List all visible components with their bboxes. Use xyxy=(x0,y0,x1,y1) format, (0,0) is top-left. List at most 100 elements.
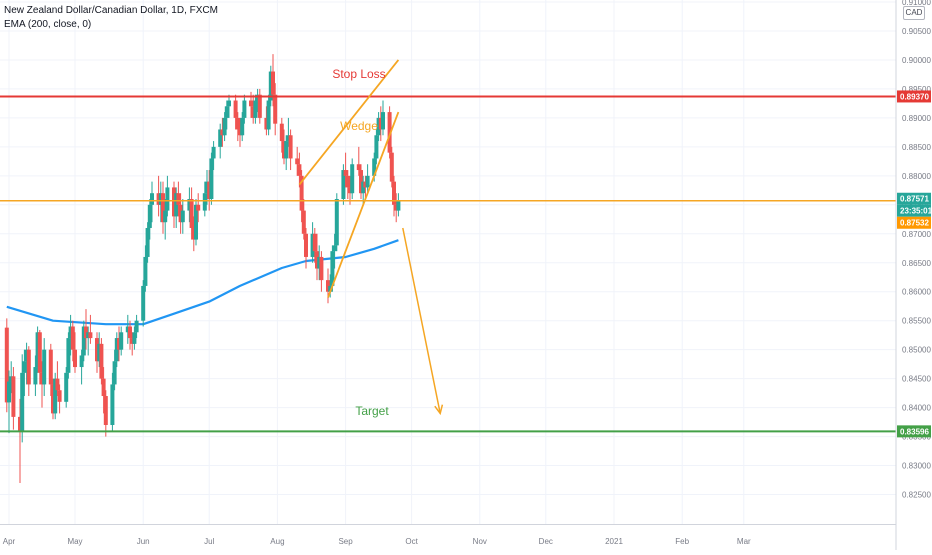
candle xyxy=(378,106,383,142)
arrowhead-icon xyxy=(434,404,444,416)
candle-body xyxy=(112,361,117,385)
candle xyxy=(95,332,99,373)
candle xyxy=(117,326,121,362)
candle xyxy=(119,326,124,356)
candle xyxy=(55,361,60,397)
candle-body xyxy=(317,256,322,269)
candle-body xyxy=(253,100,258,118)
currency-badge[interactable]: CAD xyxy=(903,6,925,20)
candle xyxy=(317,245,322,281)
candle xyxy=(22,349,27,397)
candle-body xyxy=(361,181,366,194)
candle xyxy=(147,199,152,240)
candle xyxy=(33,355,38,397)
stop-loss-label: Stop Loss xyxy=(332,67,385,81)
candle xyxy=(110,372,115,431)
candle xyxy=(253,94,258,124)
candle-body xyxy=(266,100,271,130)
candle xyxy=(207,170,212,211)
candle xyxy=(114,332,119,368)
candle xyxy=(51,378,55,420)
candle xyxy=(178,193,183,234)
wedge-trendline[interactable] xyxy=(298,59,400,186)
candle-body xyxy=(99,343,104,379)
candle-body xyxy=(326,280,330,292)
candle-body xyxy=(220,129,225,136)
candle xyxy=(295,146,300,176)
candle xyxy=(35,326,40,373)
candle xyxy=(125,314,130,344)
candle-body xyxy=(330,251,335,286)
candle xyxy=(282,129,286,165)
candle-body xyxy=(119,332,124,350)
candle-body xyxy=(257,94,262,118)
candle-body xyxy=(130,338,135,344)
candle-body xyxy=(110,384,115,425)
horizontal-lines[interactable] xyxy=(0,95,896,433)
candle-body xyxy=(319,256,324,281)
candle-body xyxy=(286,135,291,142)
candle-body xyxy=(84,326,88,339)
candle xyxy=(361,175,366,205)
candle-body xyxy=(207,181,212,200)
candle xyxy=(266,94,271,136)
y-tick-label: 0.84500 xyxy=(902,375,931,384)
price-axis[interactable]: 0.825000.830000.835000.840000.845000.850… xyxy=(895,0,931,550)
candle-body xyxy=(209,158,214,200)
candle-body xyxy=(134,320,139,333)
candle-body xyxy=(279,123,284,142)
candle xyxy=(180,199,185,234)
candle xyxy=(286,117,291,147)
candle-body xyxy=(222,117,227,136)
indicator-legend[interactable]: EMA (200, close, 0) xyxy=(4,19,92,30)
candle-body xyxy=(79,355,84,368)
candle-body xyxy=(396,200,401,211)
candle-body xyxy=(189,199,194,228)
candle-body xyxy=(304,233,308,257)
candle xyxy=(392,175,396,217)
candle-body xyxy=(389,152,394,182)
candle-body xyxy=(180,210,185,223)
candle-body xyxy=(20,372,25,431)
candle xyxy=(165,175,170,217)
candle xyxy=(374,129,379,165)
x-tick-label: Feb xyxy=(675,537,689,546)
countdown-tag-text: 23:35:01 xyxy=(900,207,932,216)
last-price-tag: 0.87571 xyxy=(897,192,931,205)
candle-body xyxy=(53,378,58,414)
stop-price-tag-bg xyxy=(897,90,931,103)
candle-body xyxy=(205,181,209,194)
candle xyxy=(48,343,53,397)
candle xyxy=(376,112,381,142)
projection-arrow[interactable] xyxy=(402,227,441,414)
candle-body xyxy=(251,106,256,118)
candle xyxy=(345,170,350,200)
candle-body xyxy=(288,135,293,159)
candle-body xyxy=(48,349,53,385)
candle-body xyxy=(37,332,42,373)
candle xyxy=(161,181,165,234)
candle-body xyxy=(88,332,93,339)
x-tick-label: Dec xyxy=(539,537,553,546)
candle-body xyxy=(374,135,379,159)
candle-body xyxy=(224,106,229,118)
candle xyxy=(97,332,102,368)
candle xyxy=(81,320,86,362)
candle-body xyxy=(57,390,62,402)
y-tick-label: 0.83000 xyxy=(902,462,931,471)
candle-body xyxy=(315,251,319,269)
candle xyxy=(394,193,399,223)
wedge-trendline[interactable] xyxy=(327,111,400,298)
candle-body xyxy=(81,326,86,356)
candle xyxy=(42,338,47,397)
candle-body xyxy=(328,285,333,292)
candle xyxy=(387,106,392,159)
candle xyxy=(235,112,240,142)
candle-body xyxy=(26,349,31,385)
candle xyxy=(150,181,154,223)
time-axis[interactable]: Apr May Jun Jul Aug Sep Oct Nov Dec 2021 Feb Mar xyxy=(0,524,896,547)
candle-body xyxy=(68,326,73,339)
candle xyxy=(86,326,91,356)
